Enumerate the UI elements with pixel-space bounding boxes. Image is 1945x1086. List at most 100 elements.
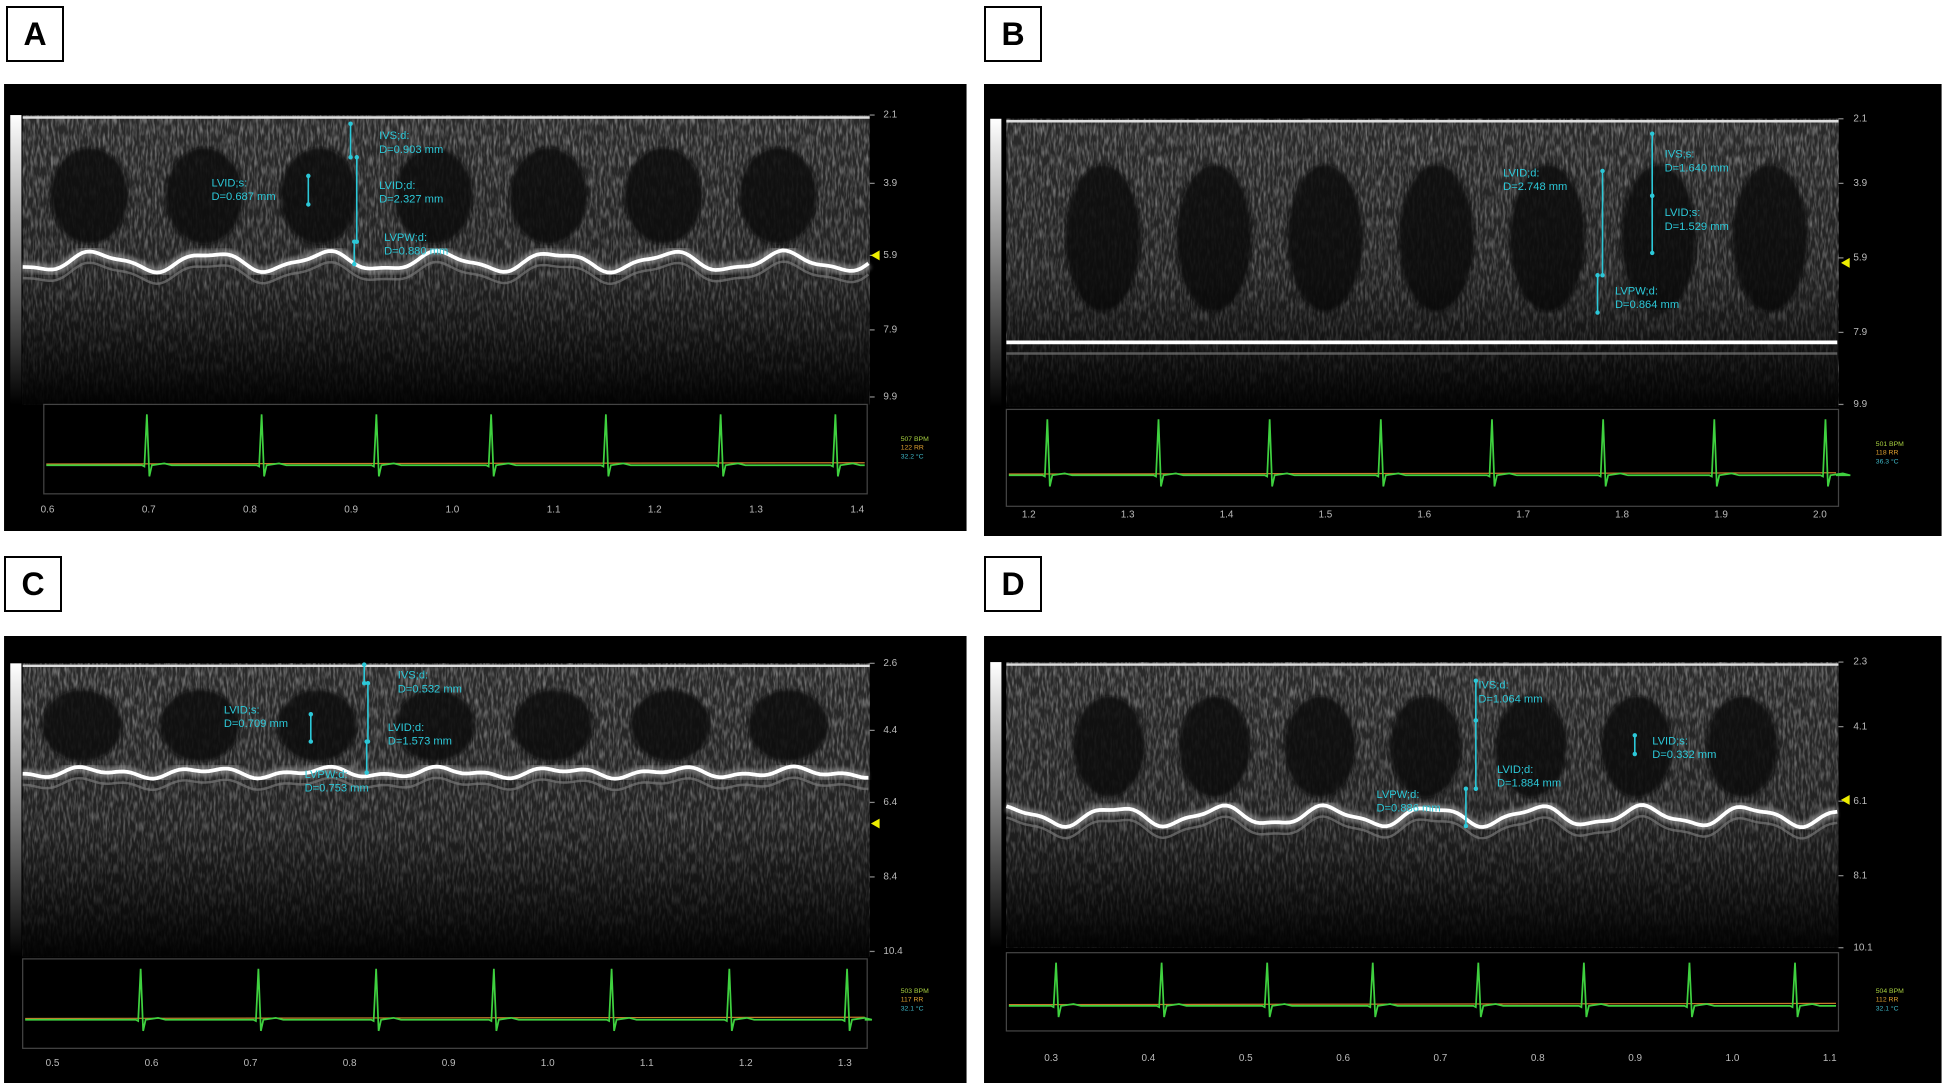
caliper-end bbox=[361, 662, 367, 667]
time-tick-label: 0.9 bbox=[344, 505, 358, 516]
panel-label: D bbox=[984, 556, 1042, 612]
caliper-end bbox=[1649, 250, 1655, 256]
vital-readout: 118 RR bbox=[1876, 450, 1899, 457]
time-tick-label: 1.3 bbox=[838, 1058, 852, 1069]
posterior-wall bbox=[22, 248, 870, 275]
vital-readout: 503 BPM bbox=[901, 988, 929, 995]
ecg-trace bbox=[1008, 419, 1851, 487]
measurement-value: D=1.529 mm bbox=[1665, 221, 1729, 233]
caliper-end bbox=[1649, 193, 1655, 199]
ecg-trace bbox=[25, 968, 873, 1032]
caliper-end bbox=[348, 121, 353, 126]
time-tick-label: 1.3 bbox=[1121, 510, 1135, 521]
caliper-end bbox=[1632, 751, 1638, 757]
time-tick-label: 1.8 bbox=[1615, 510, 1629, 521]
depth-tick-label: 10.1 bbox=[1853, 942, 1873, 953]
time-tick-label: 1.4 bbox=[850, 505, 864, 516]
panel-label: C bbox=[4, 556, 62, 612]
focus-marker bbox=[1840, 257, 1850, 268]
depth-tick-label: 10.4 bbox=[883, 946, 903, 957]
time-tick-label: 0.7 bbox=[142, 505, 156, 516]
measurement-name: LVPW;d: bbox=[384, 232, 427, 244]
measurement-name: IVS;s: bbox=[1665, 149, 1695, 161]
caliper-end bbox=[1595, 310, 1600, 315]
depth-tick-label: 6.4 bbox=[883, 797, 897, 808]
caliper-end bbox=[365, 680, 371, 686]
measurement-value: D=1.640 mm bbox=[1665, 162, 1729, 174]
depth-tick-label: 2.1 bbox=[1853, 113, 1867, 124]
measurement-value: D=0.903 mm bbox=[379, 144, 443, 156]
measurement-name: IVS;d: bbox=[398, 670, 428, 682]
vital-readout: 122 RR bbox=[901, 445, 924, 452]
measurement-name: LVID;s: bbox=[1665, 207, 1701, 219]
vital-readout: 112 RR bbox=[1876, 997, 1899, 1004]
caliper-end bbox=[352, 261, 357, 267]
measurement-value: D=0.753 mm bbox=[305, 783, 369, 795]
caliper-end bbox=[1473, 678, 1479, 683]
measurement-value: D=0.332 mm bbox=[1652, 749, 1716, 761]
measurement-value: D=1.573 mm bbox=[388, 736, 452, 748]
caliper-end bbox=[361, 680, 367, 686]
time-tick-label: 0.6 bbox=[1336, 1053, 1350, 1064]
vital-readout: 36.3 °C bbox=[1876, 457, 1899, 465]
echo-fade bbox=[22, 663, 870, 957]
vital-readout: 501 BPM bbox=[1876, 441, 1904, 448]
panel-label: B bbox=[984, 6, 1042, 62]
time-tick-label: 0.9 bbox=[442, 1058, 456, 1069]
posterior-wall bbox=[22, 764, 869, 781]
time-tick-label: 1.1 bbox=[547, 505, 561, 516]
time-tick-label: 0.9 bbox=[1628, 1053, 1642, 1064]
caliper-end bbox=[364, 770, 369, 775]
depth-tick-label: 5.9 bbox=[883, 250, 897, 261]
time-tick-label: 1.1 bbox=[1823, 1053, 1837, 1064]
caliper-end bbox=[306, 173, 311, 179]
measurement-value: D=0.687 mm bbox=[211, 191, 275, 203]
measurement-name: LVID;d: bbox=[379, 180, 415, 192]
time-tick-label: 1.0 bbox=[541, 1058, 555, 1069]
respiration-trace bbox=[46, 462, 865, 465]
depth-tick-label: 4.4 bbox=[883, 725, 897, 736]
caliper-end bbox=[348, 155, 353, 160]
depth-tick-label: 2.1 bbox=[883, 110, 897, 121]
ecg-box bbox=[1005, 408, 1840, 507]
vital-readout: 32.1 °C bbox=[901, 1004, 924, 1012]
time-tick-label: 0.3 bbox=[1044, 1053, 1058, 1064]
caliper-end bbox=[308, 712, 314, 717]
time-tick-label: 0.5 bbox=[1239, 1053, 1253, 1064]
time-tick-label: 1.2 bbox=[648, 505, 662, 516]
caliper-end bbox=[1463, 786, 1469, 791]
time-tick-label: 1.0 bbox=[445, 505, 459, 516]
measurement-value: D=0.880 mm bbox=[384, 246, 448, 258]
caliper-end bbox=[308, 739, 314, 744]
vital-readout: 507 BPM bbox=[901, 436, 929, 443]
ecg-trace bbox=[1008, 962, 1836, 1018]
panel-label: A bbox=[6, 6, 64, 62]
time-tick-label: 1.6 bbox=[1417, 510, 1431, 521]
measurement-name: LVID;s: bbox=[1652, 736, 1688, 748]
grayscale-bar bbox=[990, 118, 1002, 407]
measurement-name: IVS;d: bbox=[379, 130, 409, 142]
focus-marker bbox=[870, 250, 880, 261]
focus-marker bbox=[1840, 794, 1850, 805]
depth-tick-label: 5.9 bbox=[1853, 253, 1867, 264]
echo-fade bbox=[22, 115, 870, 405]
time-tick-label: 0.6 bbox=[145, 1058, 159, 1069]
measurement-value: D=2.748 mm bbox=[1503, 181, 1567, 193]
time-tick-label: 0.8 bbox=[343, 1058, 357, 1069]
depth-tick-label: 2.6 bbox=[883, 658, 897, 669]
time-tick-label: 1.5 bbox=[1319, 510, 1333, 521]
caliper-end bbox=[306, 202, 311, 207]
depth-tick-label: 7.9 bbox=[1853, 327, 1867, 338]
time-tick-label: 1.7 bbox=[1516, 510, 1530, 521]
posterior-wall-echo bbox=[1006, 814, 1838, 840]
ecg-box bbox=[1005, 952, 1840, 1032]
time-tick-label: 2.0 bbox=[1813, 510, 1827, 521]
measurement-name: LVID;s: bbox=[224, 704, 260, 716]
caliper-end bbox=[364, 739, 369, 744]
depth-tick-label: 9.9 bbox=[883, 392, 897, 403]
